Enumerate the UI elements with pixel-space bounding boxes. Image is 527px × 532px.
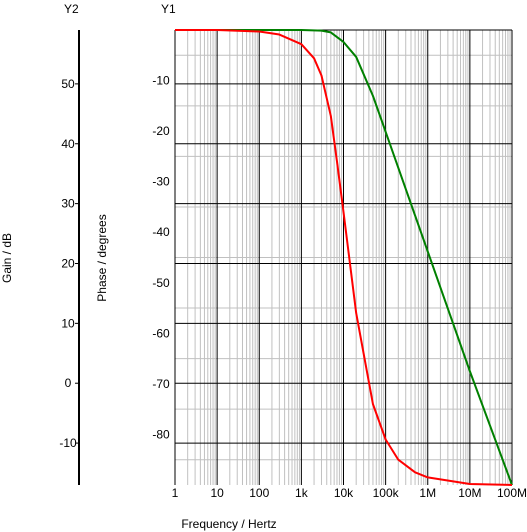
y2-tick-label: 50 bbox=[61, 77, 75, 91]
x-tick-label: 100 bbox=[249, 486, 269, 500]
y2-axis-title: Y2 bbox=[64, 2, 79, 16]
x-tick-label: 10 bbox=[210, 486, 224, 500]
y2-tick-label: -10 bbox=[59, 436, 77, 450]
y2-axis-label: Gain / dB bbox=[0, 233, 14, 283]
x-tick-label: 100M bbox=[497, 486, 527, 500]
y1-tick-label: -30 bbox=[152, 175, 170, 189]
x-tick-labels: 1 10 100 1k 10k 100k 1M 10M 100M bbox=[172, 486, 527, 500]
x-tick-label: 10k bbox=[334, 486, 354, 500]
plot-grid bbox=[174, 29, 513, 485]
y2-tick-labels: -10 0 10 20 30 40 50 bbox=[59, 77, 79, 450]
y2-tick-label: 10 bbox=[61, 316, 75, 330]
phase-curve bbox=[175, 29, 513, 486]
y1-axis-title: Y1 bbox=[161, 2, 176, 16]
y1-axis-label: Phase / degrees bbox=[95, 214, 109, 301]
y1-tick-label: -20 bbox=[152, 124, 170, 138]
y1-tick-labels: -80 -70 -60 -50 -40 -30 -20 -10 bbox=[152, 74, 170, 442]
x-tick-label: 1k bbox=[295, 486, 309, 500]
y1-tick-label: -10 bbox=[152, 74, 170, 88]
x-tick-label: 100k bbox=[373, 486, 400, 500]
y2-tick-label: 30 bbox=[61, 197, 75, 211]
x-axis-label: Frequency / Hertz bbox=[181, 517, 276, 531]
series-group bbox=[175, 29, 513, 486]
y1-tick-label: -50 bbox=[152, 276, 170, 290]
y1-tick-label: -80 bbox=[152, 427, 170, 441]
y2-tick-label: 40 bbox=[61, 137, 75, 151]
y1-tick-label: -70 bbox=[152, 377, 170, 391]
y2-tick-label: 20 bbox=[61, 256, 75, 270]
x-tick-label: 10M bbox=[458, 486, 481, 500]
x-tick-label: 1M bbox=[419, 486, 436, 500]
gain-curve bbox=[175, 29, 513, 486]
y2-tick-label: 0 bbox=[65, 376, 72, 390]
x-tick-label: 1 bbox=[172, 486, 179, 500]
y1-tick-label: -60 bbox=[152, 326, 170, 340]
y1-tick-label: -40 bbox=[152, 225, 170, 239]
